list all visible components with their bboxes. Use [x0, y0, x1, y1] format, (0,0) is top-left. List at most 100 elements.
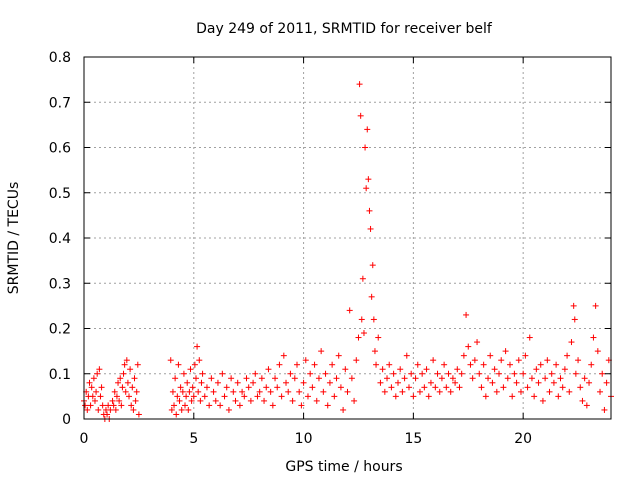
data-point: [502, 348, 509, 355]
data-point: [206, 402, 213, 409]
data-point: [245, 384, 252, 391]
data-point: [134, 361, 141, 368]
data-point: [351, 397, 358, 404]
data-point: [416, 388, 423, 395]
data-point: [522, 352, 529, 359]
data-point: [109, 397, 116, 404]
data-point: [263, 384, 270, 391]
data-point: [110, 402, 117, 409]
data-point: [210, 388, 217, 395]
data-point: [436, 388, 443, 395]
data-point: [465, 343, 472, 350]
data-point: [375, 334, 382, 341]
data-point: [559, 384, 566, 391]
data-point: [528, 375, 535, 382]
data-point: [272, 375, 279, 382]
data-point: [456, 384, 463, 391]
data-point: [117, 375, 124, 382]
data-point: [190, 393, 197, 400]
data-point: [572, 370, 579, 377]
data-point: [194, 343, 201, 350]
data-point: [191, 361, 198, 368]
data-point: [485, 375, 492, 382]
data-point: [564, 352, 571, 359]
data-point: [445, 370, 452, 377]
data-point: [480, 361, 487, 368]
data-point: [566, 388, 573, 395]
data-point: [412, 375, 419, 382]
grid-lines: [84, 57, 611, 419]
data-point: [542, 375, 549, 382]
data-point: [265, 366, 272, 373]
data-point: [369, 262, 376, 269]
y-tick-label: 0.5: [49, 186, 71, 202]
data-point: [269, 402, 276, 409]
data-point: [322, 370, 329, 377]
data-point: [130, 406, 137, 413]
data-point: [469, 375, 476, 382]
data-point: [500, 384, 507, 391]
data-point: [348, 375, 355, 382]
x-tick-label: 10: [295, 431, 313, 447]
data-point: [601, 406, 608, 413]
data-point: [399, 388, 406, 395]
data-point: [384, 375, 391, 382]
data-point: [126, 393, 133, 400]
data-point: [489, 379, 496, 386]
data-point: [577, 384, 584, 391]
data-point: [315, 375, 322, 382]
data-point: [186, 388, 193, 395]
data-point: [187, 366, 194, 373]
data-point: [438, 375, 445, 382]
data-point: [171, 402, 178, 409]
data-point: [300, 379, 307, 386]
data-point: [358, 316, 365, 323]
data-point: [112, 406, 119, 413]
data-point: [487, 352, 494, 359]
x-tick-label: 15: [404, 431, 422, 447]
data-point: [427, 379, 434, 386]
data-point: [302, 357, 309, 364]
data-point: [373, 361, 380, 368]
data-point: [168, 406, 175, 413]
data-point: [419, 370, 426, 377]
data-point: [122, 388, 129, 395]
data-point: [296, 388, 303, 395]
data-point: [276, 361, 283, 368]
data-point: [261, 397, 268, 404]
data-point: [414, 361, 421, 368]
data-point: [309, 384, 316, 391]
data-point: [241, 393, 248, 400]
data-point: [254, 393, 261, 400]
data-point: [97, 393, 104, 400]
data-point: [471, 357, 478, 364]
data-point: [291, 375, 298, 382]
data-point: [124, 379, 131, 386]
data-point: [217, 402, 224, 409]
data-point: [570, 302, 577, 309]
data-point: [504, 375, 511, 382]
data-point: [189, 384, 196, 391]
data-point: [167, 357, 174, 364]
data-point: [287, 370, 294, 377]
data-point: [239, 388, 246, 395]
data-point: [285, 388, 292, 395]
data-point: [307, 370, 314, 377]
data-point: [113, 393, 120, 400]
data-point: [390, 370, 397, 377]
data-point: [482, 393, 489, 400]
data-point: [592, 302, 599, 309]
data-point: [221, 393, 228, 400]
data-point: [293, 361, 300, 368]
data-point: [401, 375, 408, 382]
data-point: [443, 384, 450, 391]
data-point: [388, 384, 395, 391]
data-point: [395, 379, 402, 386]
data-point: [84, 406, 91, 413]
data-point: [555, 393, 562, 400]
data-point: [214, 379, 221, 386]
data-point: [223, 384, 230, 391]
data-point: [178, 406, 185, 413]
data-point: [561, 366, 568, 373]
data-point: [493, 388, 500, 395]
